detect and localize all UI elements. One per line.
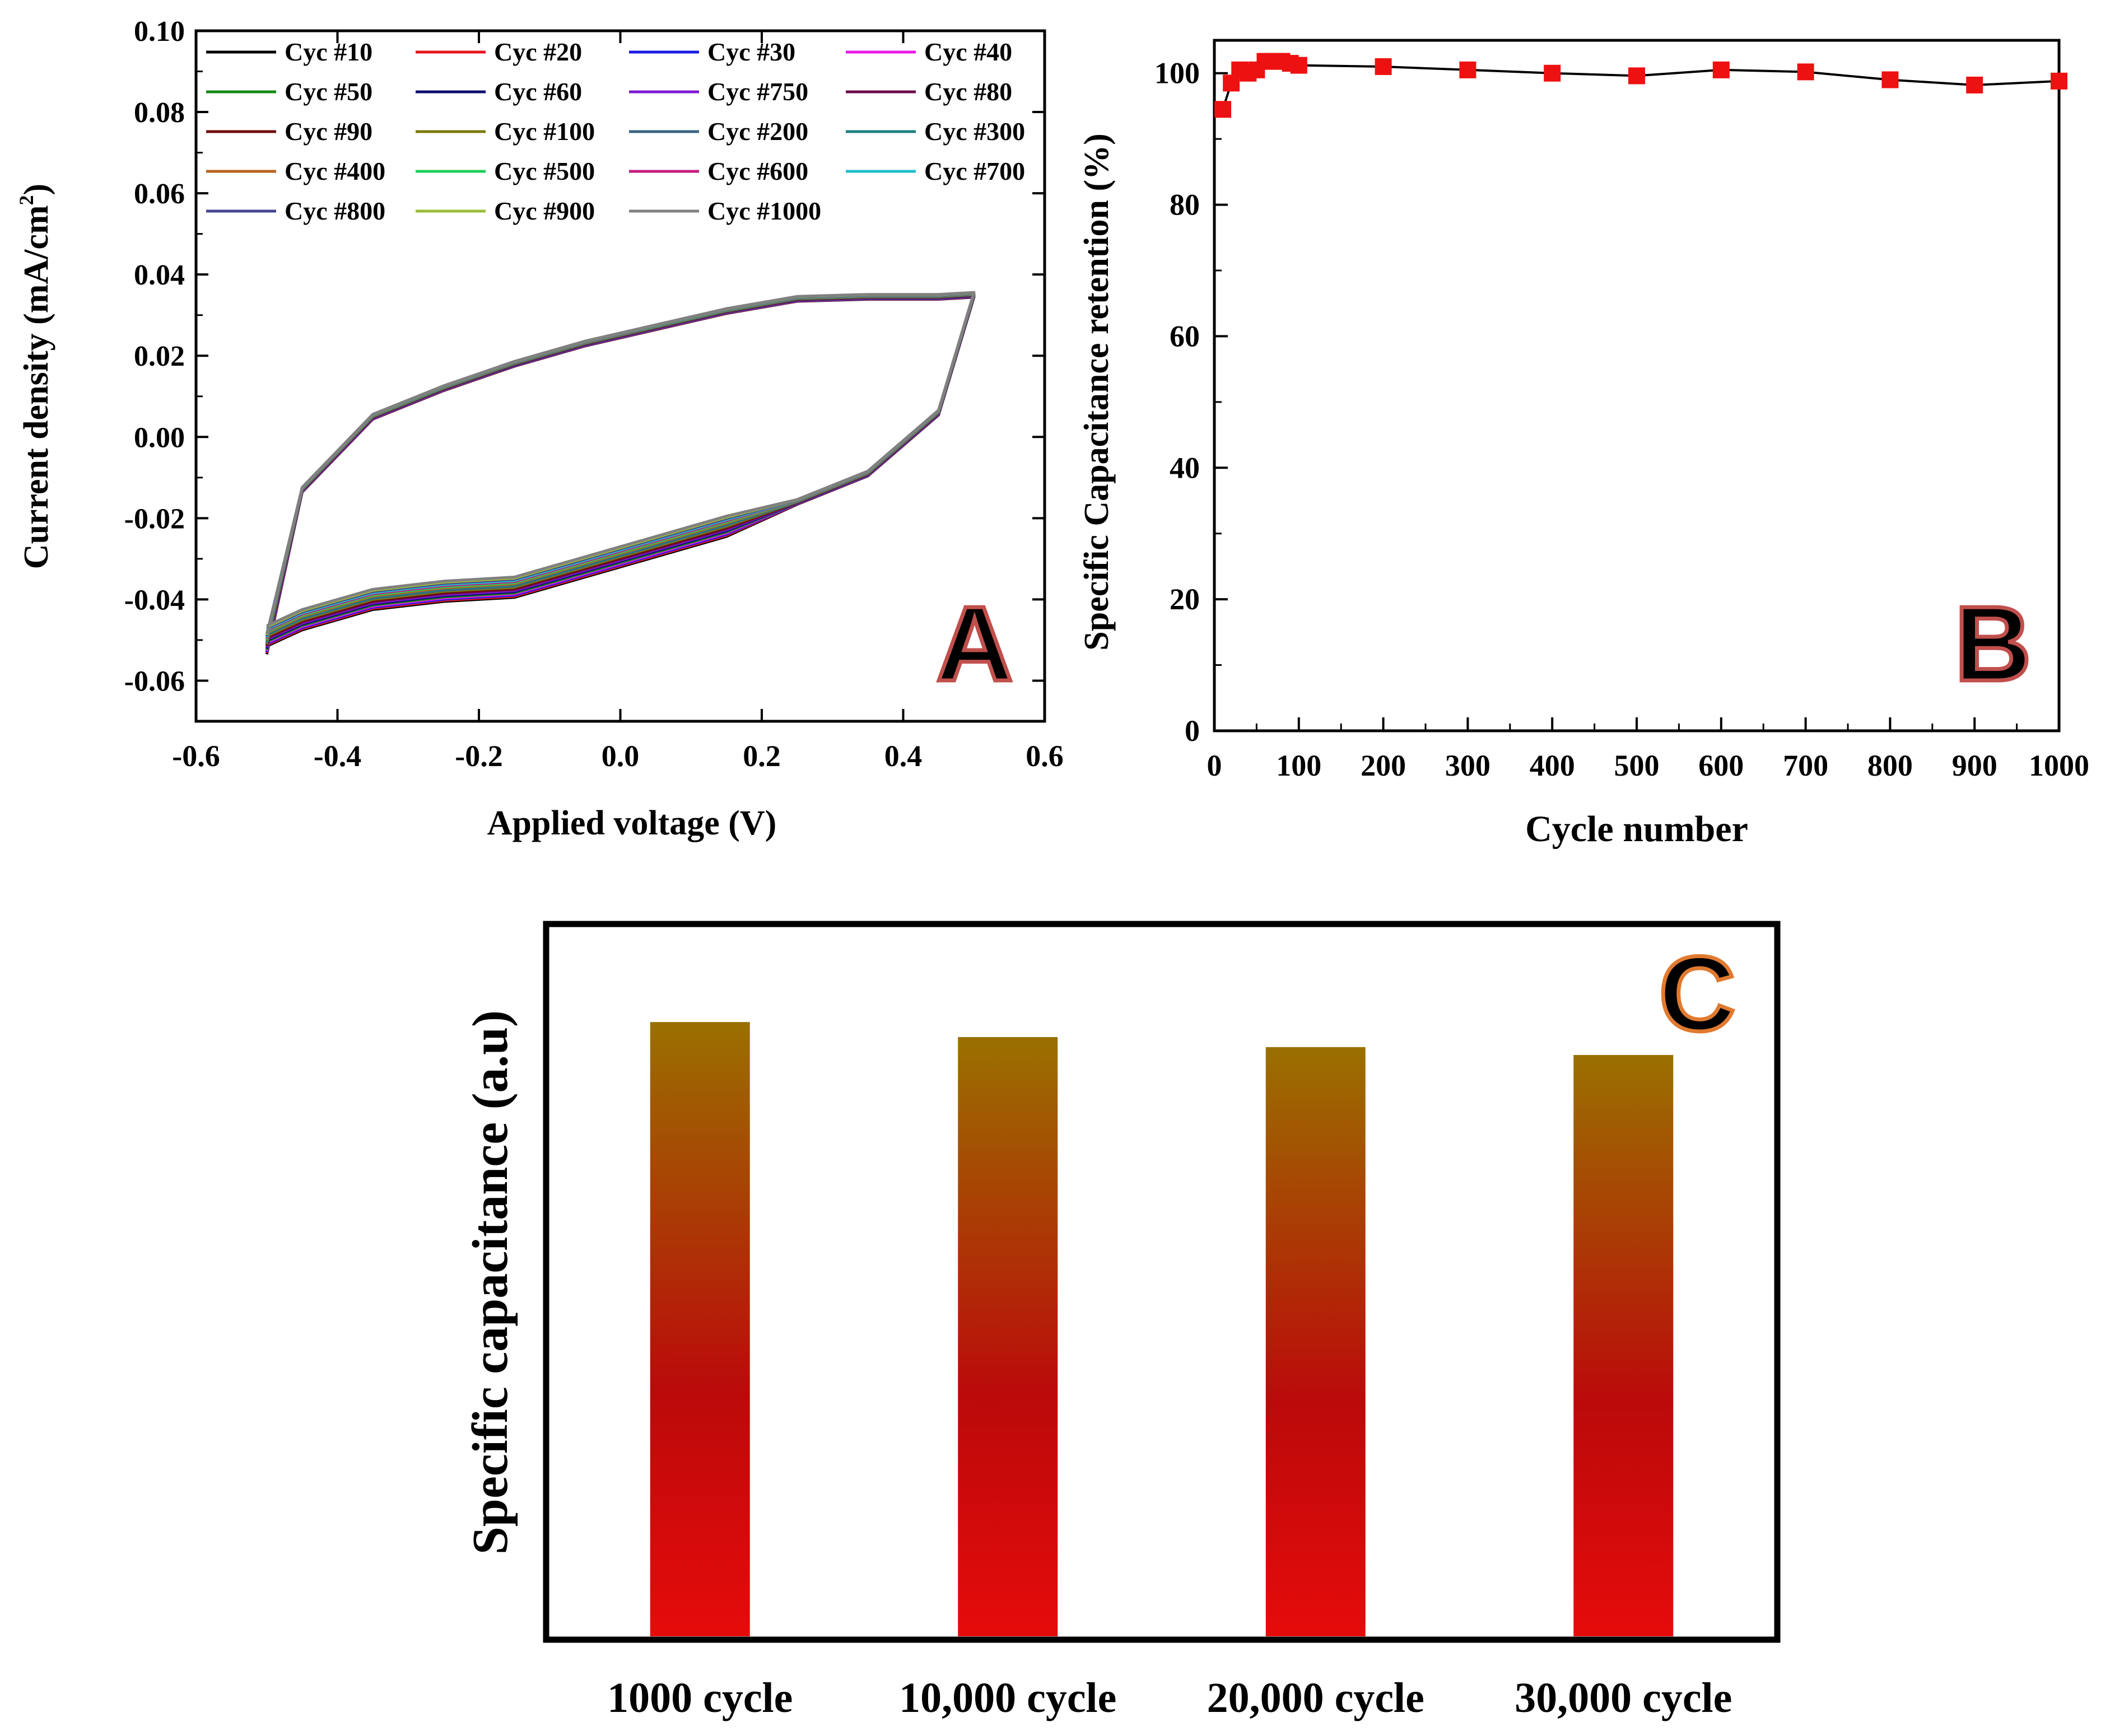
capacitance-bar [650, 1022, 750, 1636]
retention-point [2051, 72, 2067, 90]
retention-point [1459, 61, 1476, 78]
legend-label: Cyc #200 [707, 117, 808, 146]
y-tick-label: 0.02 [134, 340, 185, 372]
x-tick-label: 900 [1952, 749, 1997, 782]
legend-label: Cyc #750 [707, 77, 808, 106]
legend-label: Cyc #500 [494, 157, 595, 185]
panel-a-cv-curves [265, 291, 976, 655]
panel-c-bar-chart: 1000 cycle 10,000 cycle 20,000 cycle 30,000… [463, 921, 1781, 1721]
panel-a-legend: Cyc #10 Cyc #20 Cyc #30 Cyc #40 Cyc #50 Cyc #… [206, 38, 1025, 225]
legend-label: Cyc #10 [285, 38, 372, 66]
x-tick-label: -0.4 [314, 739, 361, 773]
x-tick-label: 600 [1698, 749, 1744, 782]
x-tick-label: 0.4 [884, 739, 923, 773]
panel-a-x-axis-label: Applied voltage (V) [487, 804, 777, 842]
cv-curve-800 [265, 291, 976, 637]
x-tick-label: 200 [1361, 749, 1406, 782]
y-tick-label: 0.00 [134, 422, 185, 454]
capacitance-bar [1265, 1047, 1366, 1636]
x-tick-label: 800 [1867, 749, 1913, 782]
x-tick-label: 300 [1445, 749, 1490, 782]
y-tick-label: -0.04 [124, 584, 185, 616]
retention-point [1966, 76, 1983, 94]
legend-label: Cyc #90 [285, 117, 372, 146]
legend-label: Cyc #60 [494, 77, 582, 106]
retention-point [1375, 58, 1392, 75]
cv-curve-900 [265, 291, 976, 636]
x-tick-label: 100 [1276, 749, 1321, 782]
cv-curve-500 [265, 292, 976, 640]
panel-b-x-axis-label: Cycle number [1525, 809, 1748, 850]
y-tick-label: 0.10 [134, 16, 185, 48]
y-tick-label: 0.08 [134, 97, 185, 129]
category-label: 10,000 cycle [899, 1674, 1116, 1721]
retention-point [1881, 71, 1899, 88]
x-tick-label: -0.6 [172, 739, 220, 773]
retention-point [1544, 64, 1561, 82]
capacitance-bar [1573, 1054, 1674, 1636]
legend-label: Cyc #700 [924, 157, 1025, 185]
y-tick-label: 0.06 [134, 178, 185, 210]
x-tick-label: 500 [1614, 749, 1660, 782]
category-label: 30,000 cycle [1515, 1674, 1732, 1721]
x-tick-label: 400 [1530, 749, 1575, 782]
x-tick-label: 0.6 [1026, 739, 1064, 773]
y-tick-label: 0.04 [134, 259, 185, 291]
panel-b-letter-label: B [1954, 585, 2031, 703]
retention-point [1628, 67, 1645, 85]
category-label: 20,000 cycle [1207, 1674, 1424, 1721]
capacitance-bar [958, 1037, 1058, 1636]
legend-label: Cyc #50 [285, 77, 372, 106]
panel-b-ticks: 0 100 200 300 400 500 600 700 800 900 1000 0 20 40 60 8… [1154, 57, 2089, 782]
x-tick-label: 0.0 [602, 739, 640, 773]
panel-c-category-labels: 1000 cycle 10,000 cycle 20,000 cycle 30,000… [607, 1674, 1732, 1721]
panel-c-frame [543, 921, 1781, 1643]
cv-curve-1000 [265, 291, 976, 634]
legend-label: Cyc #900 [494, 197, 595, 225]
x-tick-label: 0.2 [743, 739, 781, 773]
panel-b-frame [1213, 39, 2061, 732]
y-tick-label: -0.02 [124, 503, 185, 535]
legend-label: Cyc #300 [924, 117, 1025, 146]
x-tick-label: 700 [1783, 749, 1828, 782]
y-tick-label: 0 [1185, 714, 1200, 748]
x-tick-label: 1000 [2029, 749, 2089, 782]
retention-point [1797, 63, 1814, 81]
legend-label: Cyc #100 [494, 117, 595, 146]
legend-label: Cyc #20 [494, 38, 582, 66]
legend-label: Cyc #1000 [707, 197, 821, 225]
panel-c-bars [650, 1022, 1674, 1636]
panel-a-cv-chart: -0.6 -0.4 -0.2 0.0 0.2 0.4 0.6 -0.06 -0.04 -0.02 0… [15, 16, 1064, 842]
panel-c-letter-label: C [1659, 935, 1735, 1053]
legend-label: Cyc #40 [924, 38, 1012, 66]
y-tick-label: 40 [1170, 451, 1200, 484]
legend-label: Cyc #600 [707, 157, 808, 185]
cv-curve-700 [265, 292, 976, 638]
y-tick-label: -0.06 [124, 665, 185, 697]
y-tick-label: 60 [1170, 319, 1200, 353]
legend-label: Cyc #80 [924, 77, 1012, 106]
x-tick-label: -0.2 [455, 739, 502, 773]
legend-label: Cyc #30 [707, 38, 795, 66]
legend-label: Cyc #800 [285, 197, 385, 225]
y-tick-label: 20 [1170, 582, 1200, 616]
cv-curve-600 [265, 292, 976, 639]
panel-b-data-points [1214, 53, 2067, 118]
panel-a-letter-label: A [936, 585, 1013, 703]
panel-a-y-axis-label: Current density (mA/cm2) [15, 184, 55, 569]
retention-point [1290, 57, 1307, 74]
y-tick-label: 100 [1154, 57, 1200, 90]
panel-b-y-axis-label: Specific Capacitance retention (%) [1078, 133, 1116, 651]
legend-label: Cyc #400 [285, 157, 385, 185]
retention-point [1712, 61, 1730, 78]
category-label: 1000 cycle [607, 1674, 793, 1721]
panel-a-ticks: -0.6 -0.4 -0.2 0.0 0.2 0.4 0.6 -0.06 -0.04 -0.02 0… [124, 16, 1064, 773]
retention-point [1214, 101, 1232, 118]
panel-b-retention-chart: 0 100 200 300 400 500 600 700 800 900 1000 0 20 40 60 8… [1078, 39, 2089, 850]
panel-c-y-axis-label: Specific capacitance (a.u) [463, 1010, 518, 1555]
y-tick-label: 80 [1170, 188, 1200, 222]
x-tick-label: 0 [1207, 749, 1222, 782]
